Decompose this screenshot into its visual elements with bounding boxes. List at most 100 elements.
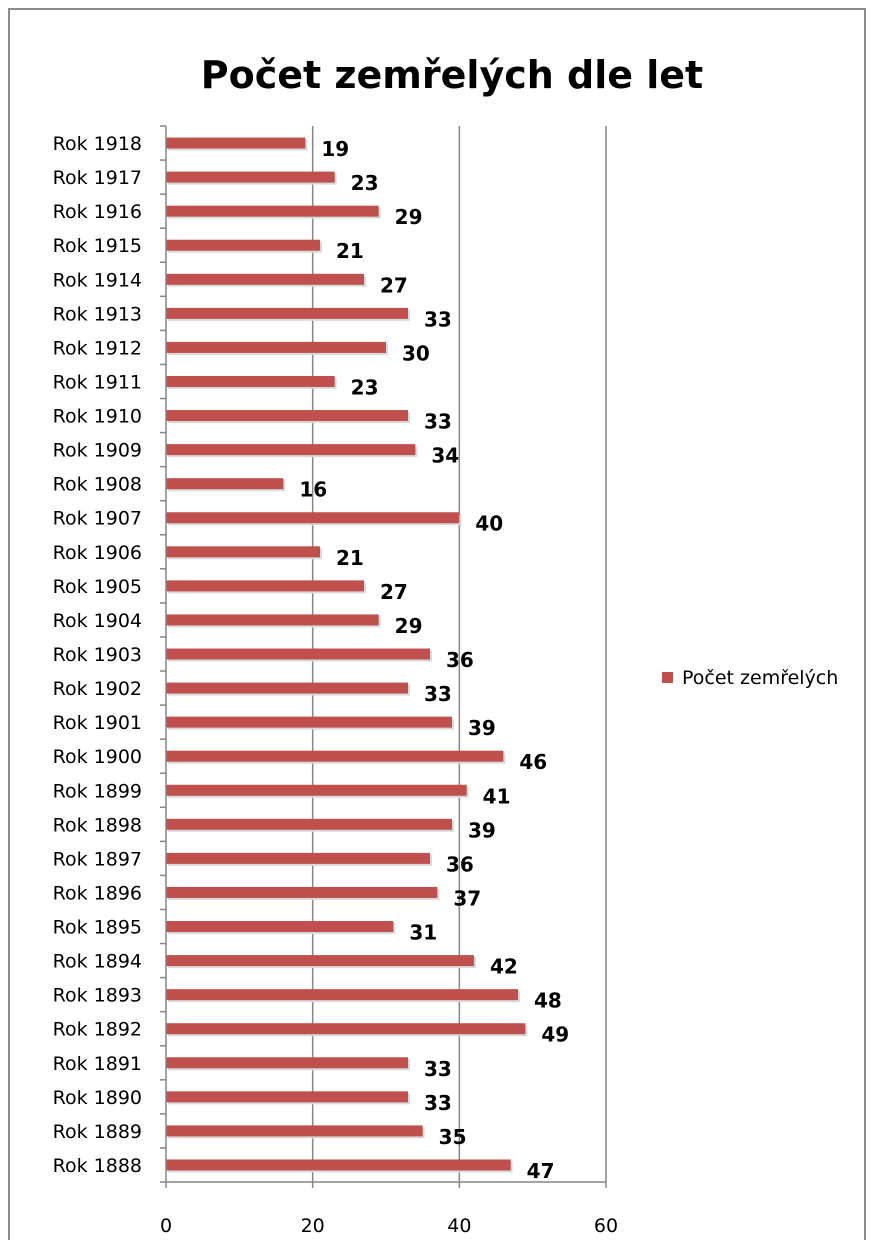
bar	[166, 818, 452, 830]
data-label: 33	[424, 1091, 452, 1115]
bar	[166, 784, 467, 796]
category-label: Rok 1897	[53, 848, 142, 870]
chart-title: Počet zemřelých dle let	[201, 53, 703, 97]
category-label: Rok 1903	[53, 644, 142, 666]
labels: 0 20 40 60 Rok 1918 19 Rok 1917 23 Rok 1916 29 Rok…	[53, 133, 618, 1237]
data-label: 21	[336, 239, 364, 263]
bar	[166, 205, 379, 217]
category-label: Rok 1898	[53, 814, 142, 836]
category-label: Rok 1912	[53, 337, 142, 359]
data-label: 27	[380, 273, 408, 297]
bar	[166, 171, 335, 183]
bar	[166, 375, 335, 387]
data-label: 48	[534, 989, 562, 1013]
legend: Počet zemřelých	[662, 667, 838, 689]
data-label: 39	[468, 818, 496, 842]
data-label: 41	[483, 784, 511, 808]
bar	[166, 1057, 408, 1069]
legend-label: Počet zemřelých	[682, 667, 838, 689]
data-label: 33	[424, 410, 452, 434]
bar	[166, 1125, 423, 1137]
data-label: 34	[431, 444, 459, 468]
bar	[166, 546, 320, 558]
x-tick-label: 60	[594, 1215, 618, 1237]
data-label: 40	[475, 512, 503, 536]
category-label: Rok 1910	[53, 406, 142, 428]
category-label: Rok 1916	[53, 201, 142, 223]
data-label: 49	[541, 1023, 569, 1047]
bar	[166, 478, 284, 490]
data-label: 33	[424, 682, 452, 706]
data-label: 42	[490, 955, 518, 979]
bar	[166, 989, 518, 1001]
bar-chart: Počet zemřelých dle let 0 20 40 60 Rok 1918 1…	[53, 53, 839, 1237]
bar	[166, 137, 306, 149]
category-label: Rok 1904	[53, 610, 142, 632]
category-label: Rok 1902	[53, 678, 142, 700]
category-label: Rok 1901	[53, 712, 142, 734]
bar	[166, 580, 364, 592]
bar	[166, 921, 394, 933]
data-label: 33	[424, 307, 452, 331]
category-label: Rok 1899	[53, 780, 142, 802]
bar	[166, 1091, 408, 1103]
category-label: Rok 1906	[53, 542, 142, 564]
bar	[166, 239, 320, 251]
bar	[166, 444, 416, 456]
data-label: 23	[351, 171, 379, 195]
data-label: 29	[395, 614, 423, 638]
bar	[166, 307, 408, 319]
bars	[166, 137, 528, 1173]
bar	[166, 716, 452, 728]
category-label: Rok 1918	[53, 133, 142, 155]
data-label: 29	[395, 205, 423, 229]
data-label: 23	[351, 375, 379, 399]
bar	[166, 410, 408, 422]
category-label: Rok 1895	[53, 917, 142, 939]
data-label: 37	[453, 886, 481, 910]
category-label: Rok 1896	[53, 882, 142, 904]
bar	[166, 852, 430, 864]
bar	[166, 682, 408, 694]
data-label: 36	[446, 852, 474, 876]
category-label: Rok 1888	[53, 1155, 142, 1177]
axes	[160, 125, 607, 1188]
category-label: Rok 1907	[53, 508, 142, 530]
data-label: 47	[527, 1159, 555, 1183]
bar	[166, 1023, 526, 1035]
category-label: Rok 1917	[53, 167, 142, 189]
data-label: 46	[519, 750, 547, 774]
bar	[166, 1159, 511, 1171]
bar	[166, 273, 364, 285]
category-label: Rok 1890	[53, 1087, 142, 1109]
data-label: 31	[409, 921, 437, 945]
x-tick-label: 40	[447, 1215, 471, 1237]
category-label: Rok 1915	[53, 235, 142, 257]
bar	[166, 341, 386, 353]
bar	[166, 750, 504, 762]
data-label: 21	[336, 546, 364, 570]
category-label: Rok 1913	[53, 303, 142, 325]
data-label: 19	[321, 137, 349, 161]
data-label: 35	[439, 1125, 467, 1149]
x-tick-label: 20	[301, 1215, 325, 1237]
category-label: Rok 1894	[53, 951, 142, 973]
data-label: 39	[468, 716, 496, 740]
category-label: Rok 1893	[53, 985, 142, 1007]
x-tick-label: 0	[160, 1215, 172, 1237]
category-label: Rok 1891	[53, 1053, 142, 1075]
data-label: 30	[402, 341, 430, 365]
bar	[166, 955, 474, 967]
legend-swatch	[662, 672, 673, 683]
category-label: Rok 1908	[53, 474, 142, 496]
bar	[166, 512, 460, 524]
data-label: 16	[299, 478, 327, 502]
category-label: Rok 1889	[53, 1121, 142, 1143]
chart-area: Počet zemřelých dle let 0 20 40 60 Rok 1918 1…	[8, 8, 866, 1240]
bar	[166, 614, 379, 626]
bar	[166, 648, 430, 660]
data-label: 36	[446, 648, 474, 672]
category-label: Rok 1892	[53, 1019, 142, 1041]
data-label: 33	[424, 1057, 452, 1081]
data-label: 27	[380, 580, 408, 604]
